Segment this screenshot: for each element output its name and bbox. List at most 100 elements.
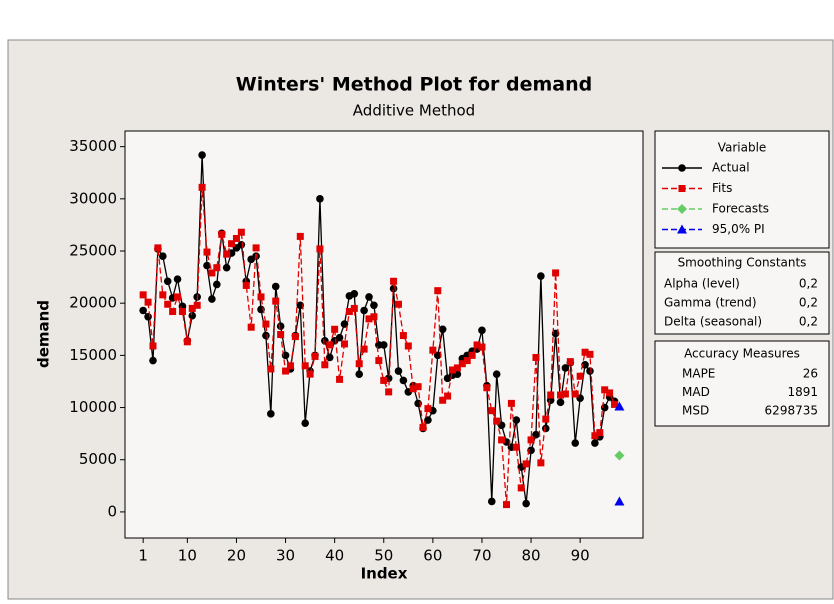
point	[297, 233, 304, 240]
y-axis-label: demand	[35, 300, 53, 368]
y-tick-label: 5000	[79, 450, 117, 468]
point	[154, 244, 161, 251]
point	[493, 370, 501, 378]
y-tick-label: 0	[107, 502, 117, 520]
point	[253, 244, 260, 251]
point	[336, 376, 343, 383]
table-value: 26	[803, 367, 818, 381]
table-label: Gamma (trend)	[664, 296, 757, 310]
point	[267, 365, 274, 372]
point	[542, 425, 550, 433]
point	[488, 407, 495, 414]
chart-subtitle: Additive Method	[353, 102, 475, 120]
point	[390, 278, 397, 285]
point	[356, 360, 363, 367]
point	[429, 347, 436, 354]
x-tick-label: 10	[178, 547, 197, 565]
point	[350, 290, 358, 298]
point	[248, 324, 255, 331]
point	[513, 444, 520, 451]
point	[307, 371, 314, 378]
point	[169, 308, 176, 315]
point	[164, 277, 172, 285]
point	[302, 362, 309, 369]
point	[395, 301, 402, 308]
point	[528, 436, 535, 443]
point	[292, 333, 299, 340]
x-tick-label: 90	[571, 547, 590, 565]
point	[678, 164, 686, 172]
point	[243, 282, 250, 289]
point	[159, 291, 166, 298]
point	[523, 460, 530, 467]
point	[223, 264, 231, 272]
y-tick-label: 15000	[69, 346, 117, 364]
chart: Winters' Method Plot for demand Additive…	[0, 0, 834, 600]
point	[218, 231, 225, 238]
point	[277, 322, 285, 330]
point	[213, 281, 221, 289]
point	[301, 419, 309, 427]
table-value: 0,2	[799, 296, 818, 310]
point	[179, 308, 186, 315]
point	[267, 410, 275, 418]
legend-label: 95,0% PI	[712, 222, 765, 236]
point	[522, 500, 530, 508]
point	[478, 327, 486, 335]
point	[149, 357, 157, 365]
point	[572, 390, 579, 397]
point	[139, 307, 147, 315]
point	[203, 249, 210, 256]
point	[557, 399, 565, 407]
point	[547, 392, 554, 399]
point	[316, 195, 324, 203]
point	[336, 334, 344, 342]
point	[223, 251, 230, 258]
table-value: 0,2	[799, 315, 818, 329]
point	[326, 341, 333, 348]
point	[316, 245, 323, 252]
point	[194, 302, 201, 309]
table-value: 1891	[787, 385, 818, 399]
table-label: MSD	[682, 404, 709, 418]
point	[149, 342, 156, 349]
point	[262, 321, 269, 328]
y-tick-label: 25000	[69, 242, 117, 260]
point	[400, 377, 408, 385]
point	[591, 439, 599, 447]
point	[370, 313, 377, 320]
point	[159, 252, 167, 260]
table-label: Alpha (level)	[664, 277, 740, 291]
x-axis-label: Index	[361, 565, 408, 583]
point	[321, 361, 328, 368]
table-value: 6298735	[765, 404, 818, 418]
point	[360, 307, 368, 315]
y-tick-label: 35000	[69, 137, 117, 155]
legend-label: Fits	[712, 181, 732, 195]
point	[145, 299, 152, 306]
point	[562, 390, 569, 397]
point	[199, 184, 206, 191]
point	[375, 357, 382, 364]
point	[140, 291, 147, 298]
legend-label: Actual	[712, 161, 750, 175]
point	[365, 293, 373, 301]
accuracy-title: Accuracy Measures	[684, 347, 800, 361]
point	[272, 298, 279, 305]
table-value: 0,2	[799, 277, 818, 291]
point	[444, 393, 451, 400]
point	[606, 389, 613, 396]
point	[400, 332, 407, 339]
smoothing-title: Smoothing Constants	[678, 256, 807, 270]
point	[258, 293, 265, 300]
point	[483, 384, 490, 391]
point	[380, 341, 388, 349]
point	[415, 383, 422, 390]
point	[586, 351, 593, 358]
point	[503, 501, 510, 508]
point	[586, 367, 594, 375]
point	[420, 424, 427, 431]
x-tick-label: 30	[276, 547, 295, 565]
point	[188, 312, 196, 320]
point	[542, 416, 549, 423]
